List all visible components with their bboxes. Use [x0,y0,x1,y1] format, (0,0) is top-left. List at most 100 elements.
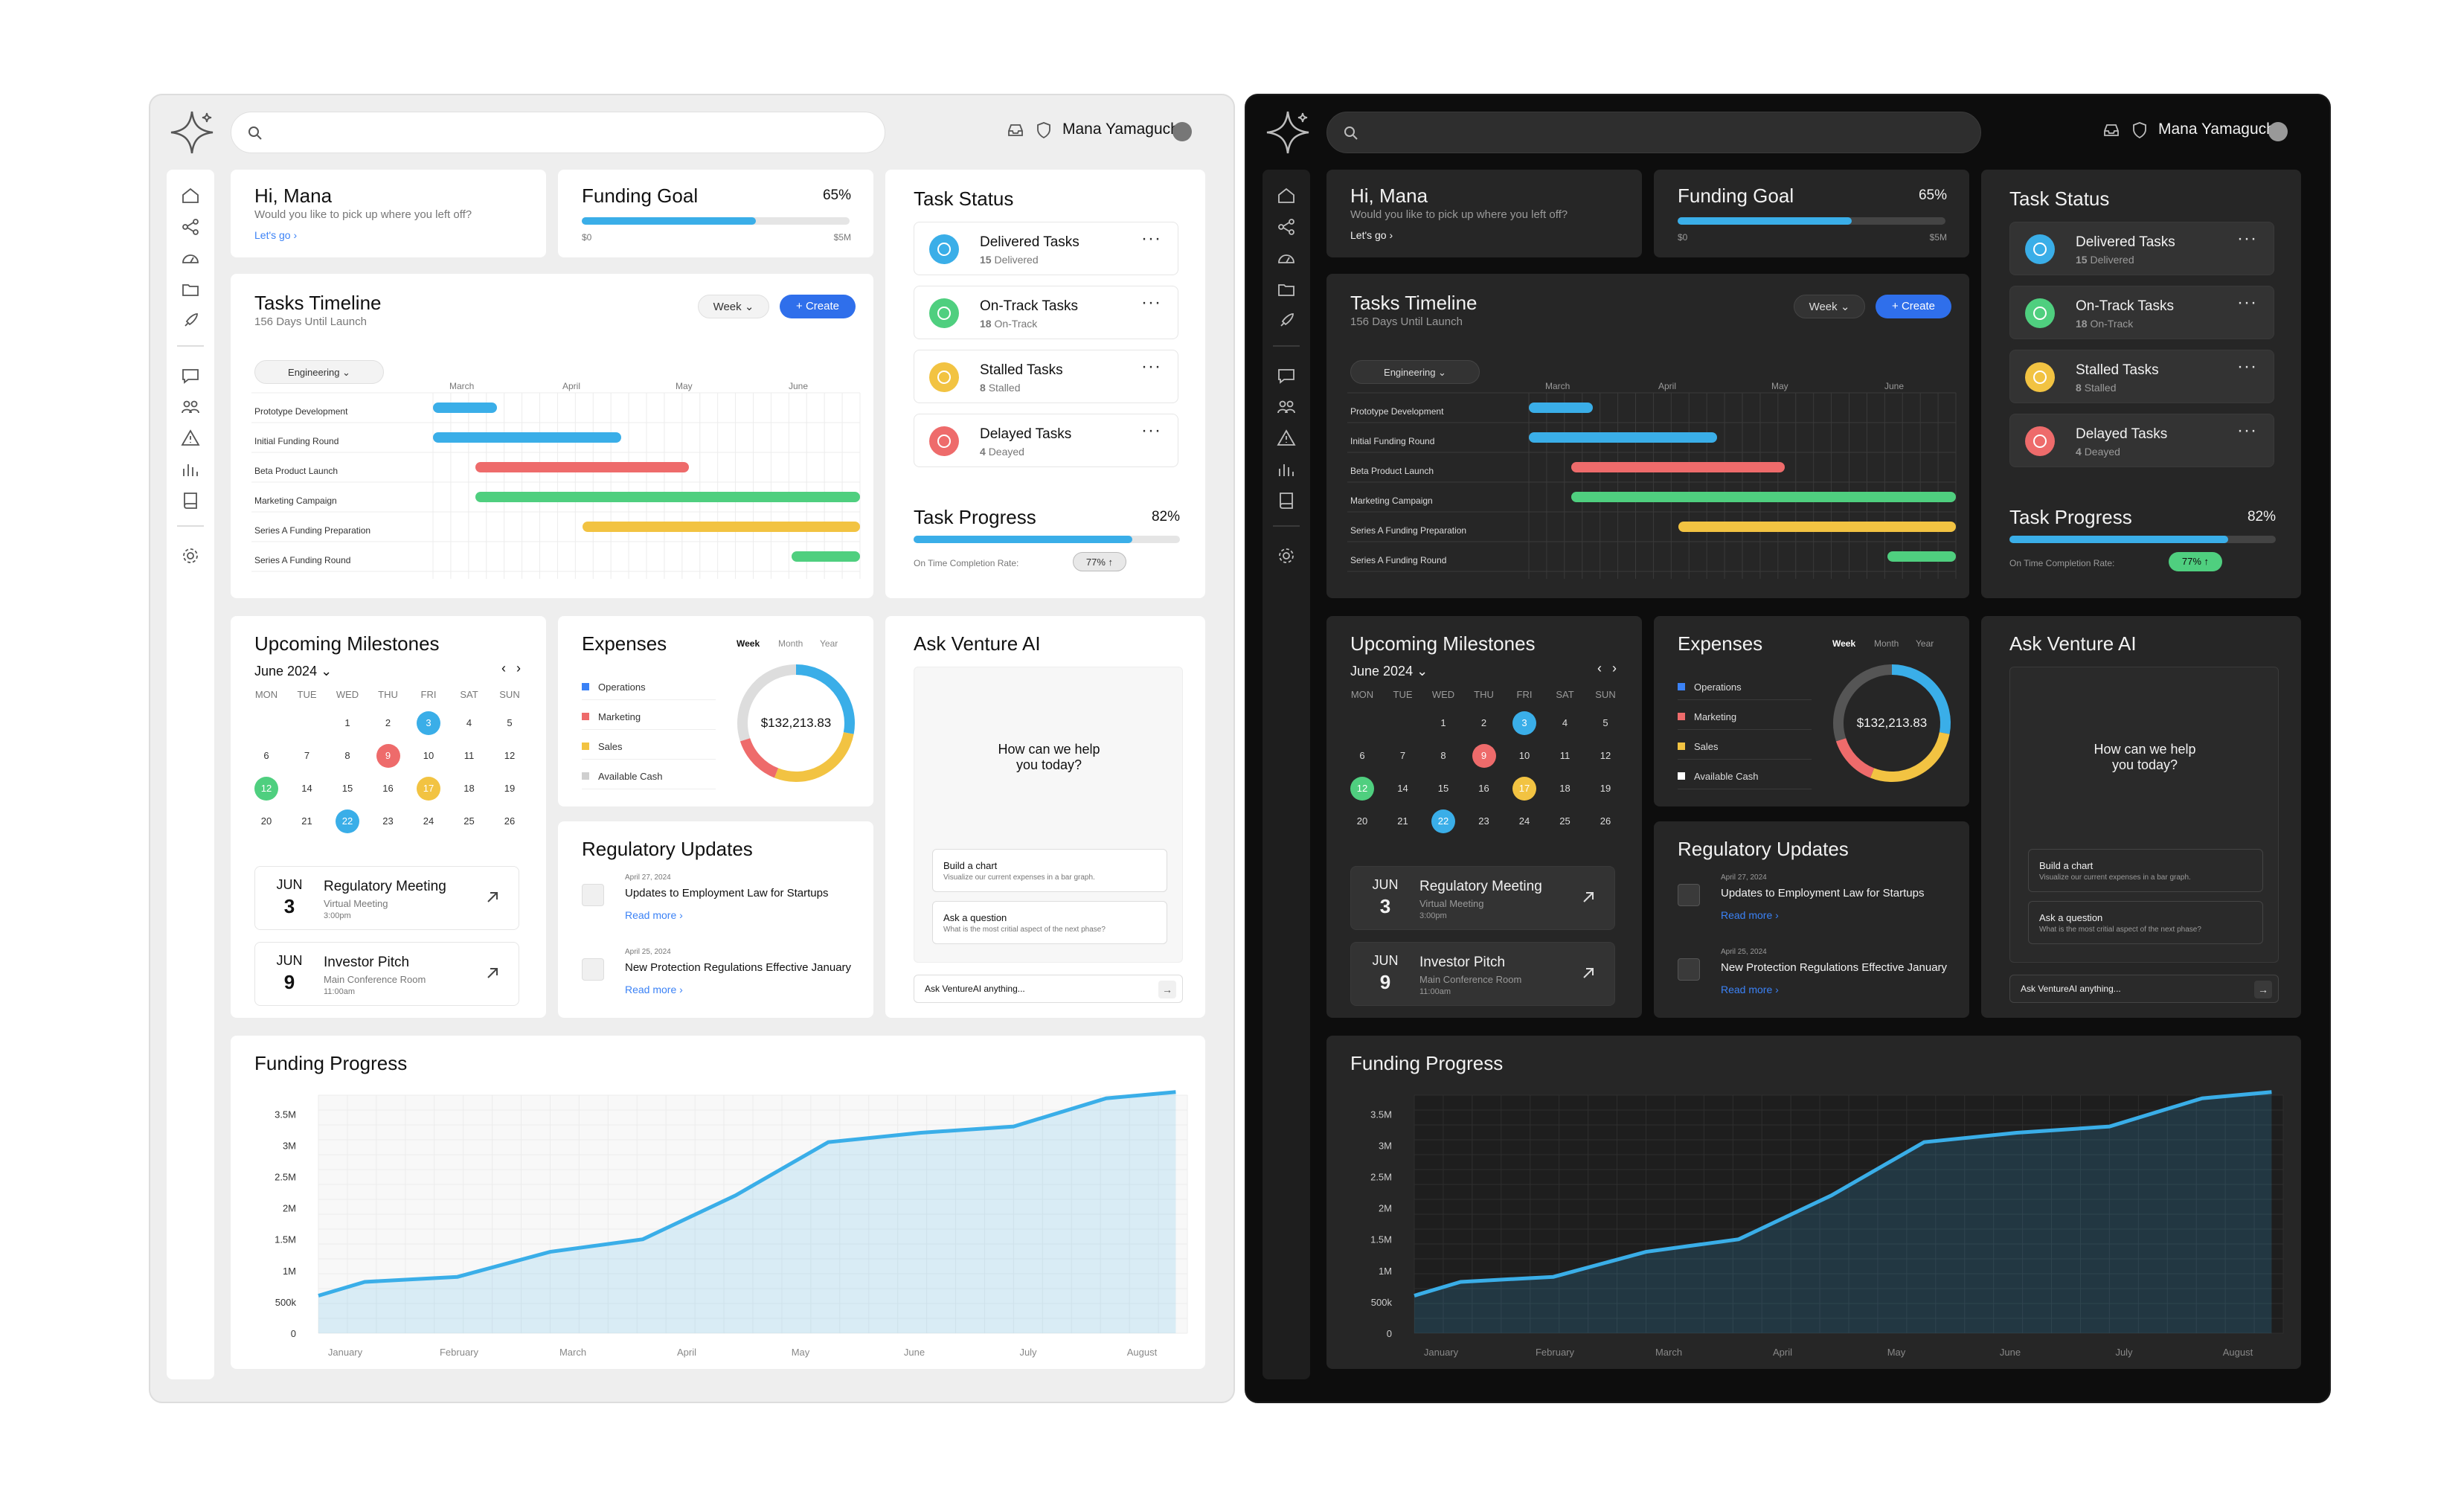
open-arrow-icon[interactable] [483,888,502,907]
milestone-event[interactable]: JUN 9 Investor Pitch Main Conference Roo… [1350,942,1615,1006]
calendar-day[interactable]: 3 [1512,711,1536,735]
calendar-day[interactable]: 5 [507,717,513,728]
calendar-day[interactable]: 15 [1437,783,1449,794]
calendar-day[interactable]: 3 [417,711,440,735]
ai-input-field[interactable]: Ask VentureAI anything... → [914,975,1183,1003]
regulatory-item[interactable]: April 27, 2024 Updates to Employment Law… [1678,873,1960,940]
regulatory-item[interactable]: April 25, 2024 New Protection Regulation… [582,948,864,1015]
network-icon[interactable] [179,216,202,238]
open-arrow-icon[interactable] [1579,888,1598,907]
task-item[interactable]: On-Track Tasks 18 On-Track ··· [2009,286,2274,339]
week-select[interactable]: Week ⌄ [1794,295,1865,318]
timeline-task-bar[interactable] [1571,462,1786,472]
calendar-day[interactable]: 8 [1440,750,1446,761]
alert-icon[interactable] [179,427,202,449]
timeline-task-bar[interactable] [433,432,621,443]
timeline-task-bar[interactable] [1529,403,1594,413]
dashboard-gauge-icon[interactable] [179,247,202,269]
sparkle-logo-icon[interactable] [1264,109,1312,156]
calendar-day[interactable]: 16 [382,783,394,794]
read-more-link[interactable]: Read more › [625,984,683,995]
calendar-day[interactable]: 25 [1559,815,1571,827]
inbox-icon[interactable] [2102,121,2121,140]
expenses-tab-month[interactable]: Month [1874,638,1899,649]
timeline-task-bar[interactable] [792,551,860,562]
expenses-tab-month[interactable]: Month [778,638,803,649]
settings-gear-icon[interactable] [1275,545,1297,567]
calendar-day[interactable]: 12 [1600,750,1611,761]
calendar-day[interactable]: 25 [463,815,475,827]
calendar-day[interactable]: 12 [504,750,516,761]
team-icon[interactable] [179,396,202,418]
calendar-day[interactable]: 8 [344,750,350,761]
calendar-day[interactable]: 4 [466,717,472,728]
book-icon[interactable] [179,490,202,512]
settings-gear-icon[interactable] [179,545,202,567]
create-button[interactable]: + Create [780,295,856,318]
regulatory-item[interactable]: April 27, 2024 Updates to Employment Law… [582,873,864,940]
calendar-day[interactable]: 7 [1399,750,1406,761]
search-bar[interactable] [1326,112,1981,153]
calendar-day[interactable]: 20 [260,815,272,827]
chat-icon[interactable] [179,365,202,387]
calendar-day[interactable]: 22 [336,809,359,833]
more-menu-icon[interactable]: ··· [1141,228,1161,248]
calendar-day[interactable]: 24 [1518,815,1530,827]
calendar-day[interactable]: 21 [301,815,312,827]
more-menu-icon[interactable]: ··· [1141,420,1161,440]
team-icon[interactable] [1275,396,1297,418]
calendar-day[interactable]: 23 [382,815,394,827]
more-menu-icon[interactable]: ··· [2237,228,2257,248]
calendar-day[interactable]: 6 [263,750,269,761]
calendar-day[interactable]: 19 [1600,783,1611,794]
calendar-day[interactable]: 7 [304,750,310,761]
read-more-link[interactable]: Read more › [625,909,683,921]
calendar-day[interactable]: 23 [1478,815,1489,827]
more-menu-icon[interactable]: ··· [1141,292,1161,312]
week-select[interactable]: Week ⌄ [698,295,769,318]
search-bar[interactable] [231,112,885,153]
timeline-task-bar[interactable] [475,462,690,472]
month-select[interactable]: June 2024 ⌄ [254,664,332,679]
expenses-tab-week[interactable]: Week [1832,638,1856,649]
ai-input-field[interactable]: Ask VentureAI anything... → [2009,975,2279,1003]
timeline-task-bar[interactable] [1571,492,1956,502]
sparkle-logo-icon[interactable] [168,109,216,156]
calendar-day[interactable]: 2 [385,717,391,728]
milestone-event[interactable]: JUN 3 Regulatory Meeting Virtual Meeting… [1350,866,1615,930]
calendar-day[interactable]: 20 [1356,815,1368,827]
analytics-icon[interactable] [179,458,202,481]
calendar-day[interactable]: 16 [1478,783,1489,794]
calendar-day[interactable]: 26 [1600,815,1611,827]
timeline-task-bar[interactable] [582,522,860,532]
search-input[interactable] [1369,118,1964,148]
task-item[interactable]: Delivered Tasks 15 Delivered ··· [914,222,1178,275]
calendar-day[interactable]: 4 [1562,717,1568,728]
timeline-task-bar[interactable] [1529,432,1717,443]
send-arrow-icon[interactable]: → [1158,981,1176,998]
read-more-link[interactable]: Read more › [1721,984,1779,995]
more-menu-icon[interactable]: ··· [2237,420,2257,440]
task-item[interactable]: Delayed Tasks 4 Deayed ··· [914,414,1178,467]
open-arrow-icon[interactable] [1579,963,1598,983]
calendar-day[interactable]: 24 [423,815,434,827]
avatar[interactable] [1172,122,1192,141]
shield-icon[interactable] [1034,121,1053,140]
calendar-day[interactable]: 17 [1512,777,1536,801]
ai-suggestion[interactable]: Build a chart Visualize our current expe… [2028,849,2263,892]
calendar-day[interactable]: 21 [1397,815,1408,827]
month-select[interactable]: June 2024 ⌄ [1350,664,1428,679]
expenses-tab-year[interactable]: Year [820,638,838,649]
regulatory-item[interactable]: April 25, 2024 New Protection Regulation… [1678,948,1960,1015]
prev-month-icon[interactable]: ‹ [1597,661,1602,676]
calendar-day[interactable]: 1 [344,717,350,728]
user-name[interactable]: Mana Yamaguchi [1062,121,1183,138]
calendar-day[interactable]: 5 [1602,717,1608,728]
task-item[interactable]: Delayed Tasks 4 Deayed ··· [2009,414,2274,467]
calendar-day[interactable]: 10 [1518,750,1530,761]
task-item[interactable]: Stalled Tasks 8 Stalled ··· [914,350,1178,403]
user-name[interactable]: Mana Yamaguchi [2158,121,2279,138]
calendar-day[interactable]: 10 [423,750,434,761]
timeline-task-bar[interactable] [433,403,498,413]
calendar-day[interactable]: 26 [504,815,516,827]
